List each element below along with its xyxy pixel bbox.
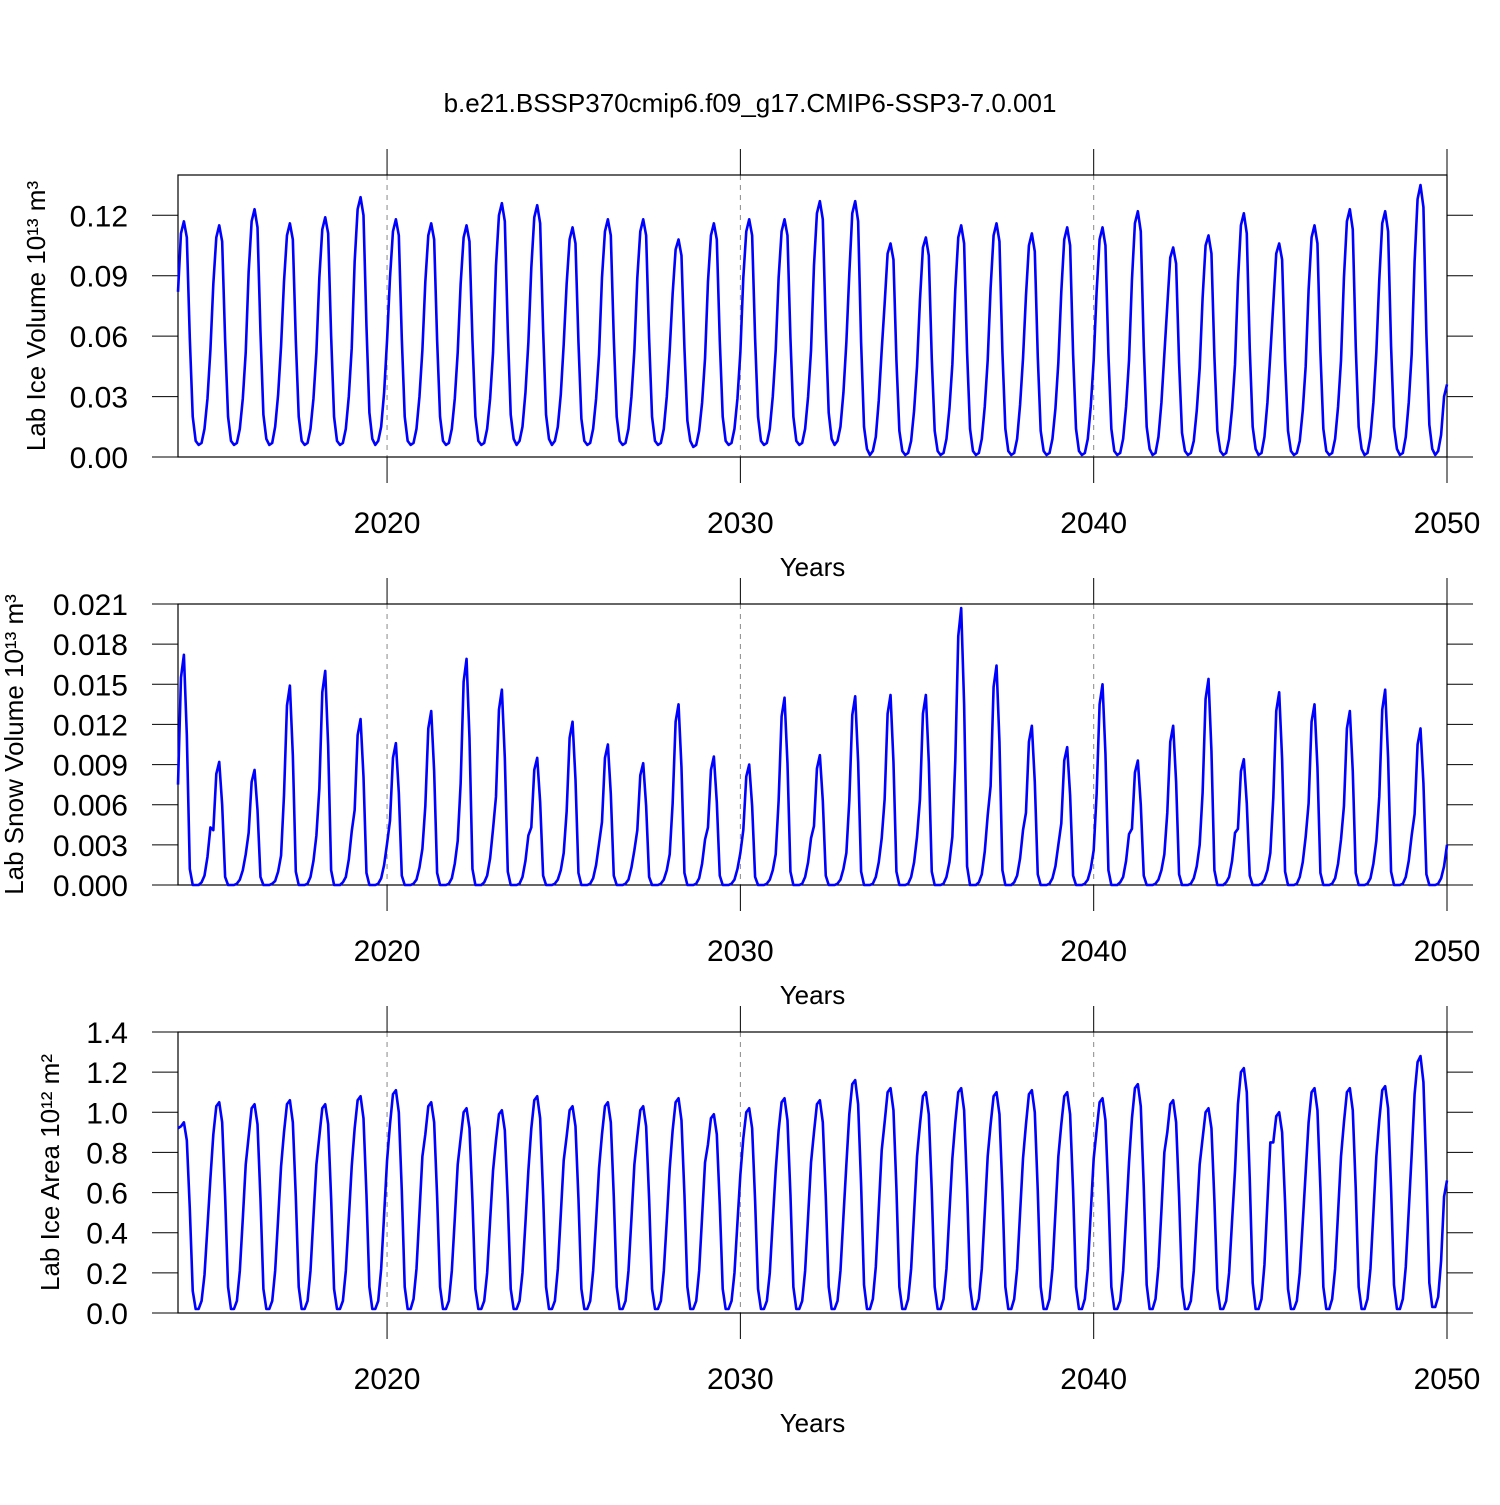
y-tick-label: 1.2 <box>86 1057 128 1090</box>
y-tick-label: 0.09 <box>70 261 128 294</box>
y-axis-label: Lab Ice Area 10¹² m² <box>35 1054 65 1291</box>
y-tick-label: 0.015 <box>53 669 128 702</box>
x-tick-label: 2020 <box>354 507 421 540</box>
y-tick-label: 0.4 <box>86 1218 128 1251</box>
x-tick-label: 2020 <box>354 935 421 968</box>
x-tick-label: 2030 <box>707 1363 774 1396</box>
x-tick-label: 2050 <box>1414 1363 1481 1396</box>
y-tick-label: 1.4 <box>86 1017 128 1050</box>
y-tick-label: 0.2 <box>86 1258 128 1291</box>
x-axis-label: Years <box>780 980 846 1010</box>
data-line <box>176 183 1449 457</box>
x-tick-label: 2050 <box>1414 507 1481 540</box>
x-tick-label: 2030 <box>707 507 774 540</box>
chart-title: b.e21.BSSP370cmip6.f09_g17.CMIP6-SSP3-7.… <box>444 88 1057 118</box>
x-axis-label: Years <box>780 1408 846 1438</box>
y-tick-label: 0.009 <box>53 750 128 783</box>
x-axis-label: Years <box>780 552 846 582</box>
y-tick-label: 0.0 <box>86 1298 128 1331</box>
plot-frame <box>177 174 1448 458</box>
y-tick-label: 0.00 <box>70 442 128 475</box>
y-tick-label: 0.03 <box>70 382 128 415</box>
y-tick-label: 0.12 <box>70 200 128 233</box>
y-tick-label: 0.6 <box>86 1178 128 1211</box>
y-tick-label: 0.012 <box>53 709 128 742</box>
data-line <box>176 606 1449 887</box>
plot-frame <box>177 603 1448 886</box>
y-tick-label: 0.003 <box>53 830 128 863</box>
y-tick-label: 0.000 <box>53 870 128 903</box>
x-tick-label: 2040 <box>1060 935 1127 968</box>
y-tick-label: 0.8 <box>86 1137 128 1170</box>
y-axis-label: Lab Snow Volume 10¹³ m³ <box>0 594 29 895</box>
plot-frame <box>177 1031 1448 1314</box>
y-tick-label: 1.0 <box>86 1097 128 1130</box>
x-tick-label: 2050 <box>1414 935 1481 968</box>
y-tick-label: 0.06 <box>70 321 128 354</box>
y-tick-label: 0.021 <box>53 589 128 622</box>
x-tick-label: 2040 <box>1060 507 1127 540</box>
y-tick-label: 0.006 <box>53 790 128 823</box>
y-tick-label: 0.018 <box>53 629 128 662</box>
x-tick-label: 2030 <box>707 935 774 968</box>
data-line <box>177 1054 1449 1311</box>
x-tick-label: 2020 <box>354 1363 421 1396</box>
y-axis-label: Lab Ice Volume 10¹³ m³ <box>21 181 51 452</box>
x-tick-label: 2040 <box>1060 1363 1127 1396</box>
